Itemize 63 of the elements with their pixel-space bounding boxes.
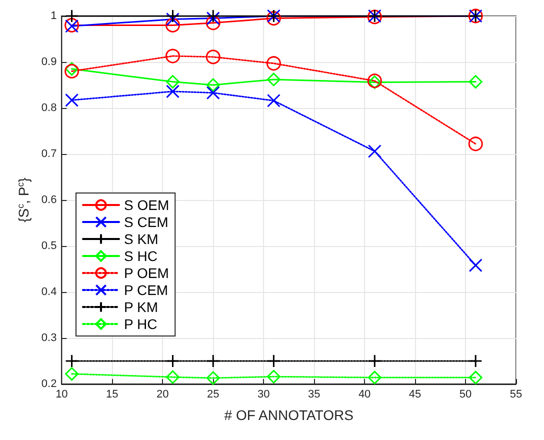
point bbox=[368, 354, 382, 368]
point bbox=[266, 370, 280, 384]
y-tick-label: 0.2 bbox=[41, 378, 57, 390]
x-tick-label: 25 bbox=[207, 388, 220, 400]
point bbox=[166, 354, 180, 368]
legend-label: S KM bbox=[124, 231, 158, 247]
point bbox=[65, 354, 79, 368]
x-tick-label: 45 bbox=[408, 388, 422, 400]
legend-label: S OEM bbox=[124, 197, 170, 213]
y-tick-label: 1 bbox=[50, 10, 57, 22]
point bbox=[166, 48, 180, 64]
x-tick-label: 35 bbox=[308, 388, 320, 400]
point bbox=[206, 86, 220, 100]
point bbox=[206, 12, 220, 26]
y-tick-label: 0.8 bbox=[41, 102, 57, 114]
legend-label: P OEM bbox=[124, 265, 169, 281]
point bbox=[206, 354, 220, 368]
point bbox=[206, 50, 220, 64]
point bbox=[468, 354, 482, 368]
y-tick-label: 0.3 bbox=[41, 332, 57, 344]
point bbox=[166, 84, 180, 98]
point bbox=[266, 11, 281, 26]
point bbox=[65, 367, 79, 381]
point bbox=[368, 370, 382, 384]
y-tick-label: 0.5 bbox=[41, 240, 57, 252]
legend-label: P KM bbox=[124, 299, 158, 315]
legend-label: S CEM bbox=[124, 214, 168, 230]
point bbox=[166, 9, 180, 23]
point bbox=[166, 370, 180, 384]
point bbox=[206, 78, 220, 92]
point bbox=[166, 75, 180, 89]
point bbox=[368, 144, 382, 158]
legend-label: S HC bbox=[124, 248, 158, 264]
point bbox=[65, 9, 79, 23]
point bbox=[266, 94, 280, 108]
point bbox=[206, 16, 220, 30]
point bbox=[166, 18, 180, 32]
x-tick-label: 20 bbox=[156, 388, 169, 400]
legend-label: P HC bbox=[124, 316, 158, 332]
x-tick-label: 30 bbox=[257, 388, 270, 400]
x-tick-label: 10 bbox=[56, 388, 68, 400]
point bbox=[266, 56, 281, 71]
point bbox=[468, 75, 482, 89]
point bbox=[166, 12, 180, 26]
point bbox=[468, 136, 483, 152]
y-tick-label: 0.7 bbox=[41, 148, 57, 160]
point bbox=[266, 354, 280, 368]
point bbox=[206, 9, 220, 23]
legend-label: P CEM bbox=[124, 282, 168, 298]
y-tick-label: 0.4 bbox=[41, 286, 57, 298]
x-tick-label: 50 bbox=[459, 388, 472, 400]
point bbox=[468, 258, 482, 272]
x-tick-label: 15 bbox=[106, 388, 118, 400]
point bbox=[206, 371, 220, 385]
y-axis-title: {Sc, Pc} bbox=[16, 177, 32, 222]
x-tick-label: 55 bbox=[510, 388, 522, 400]
point bbox=[266, 72, 280, 86]
x-tick-label: 40 bbox=[358, 388, 371, 400]
x-axis-title: # OF ANNOTATORS bbox=[224, 407, 354, 423]
y-tick-label: 0.6 bbox=[41, 194, 57, 206]
point bbox=[468, 370, 482, 384]
point bbox=[65, 93, 79, 107]
y-tick-label: 0.9 bbox=[41, 56, 57, 68]
